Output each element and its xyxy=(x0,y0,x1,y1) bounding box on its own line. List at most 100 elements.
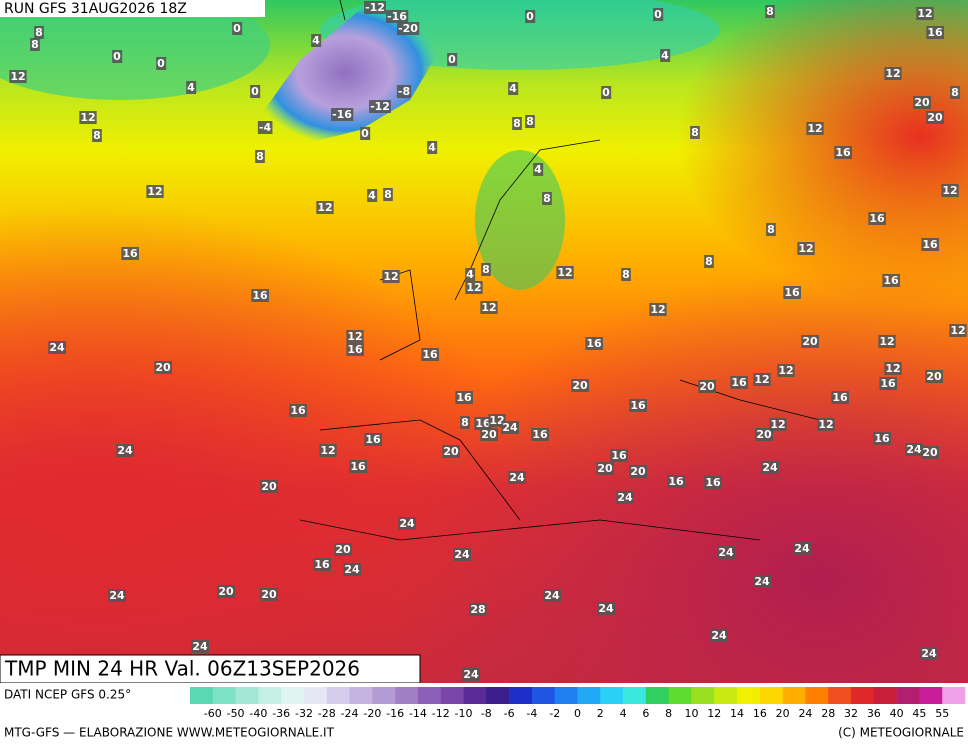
temp-label: 16 xyxy=(926,26,944,39)
temp-label: 16 xyxy=(879,377,897,390)
temp-label: 16 xyxy=(364,433,382,446)
temp-label-text: 20 xyxy=(926,370,942,383)
temp-label-box xyxy=(601,86,612,99)
temp-label-text: 12 xyxy=(754,373,769,386)
temp-label: 12 xyxy=(797,242,815,255)
temp-label-box xyxy=(455,391,473,404)
temp-label-box xyxy=(112,50,123,63)
temp-label-text: 20 xyxy=(572,379,588,392)
temp-label-text: 24 xyxy=(49,341,65,354)
temp-label-text: 16 xyxy=(456,391,472,404)
temp-label-box xyxy=(926,111,944,124)
map-shade xyxy=(0,0,968,683)
temp-label-text: 24 xyxy=(463,668,479,681)
temp-label: 4 xyxy=(367,189,378,202)
temp-label-text: 0 xyxy=(602,86,610,99)
temp-label-box xyxy=(921,446,939,459)
temp-label-box xyxy=(92,129,102,142)
temp-label-box xyxy=(525,10,536,23)
temp-label-text: 16 xyxy=(122,247,138,260)
map xyxy=(0,0,968,683)
temp-label: 12 xyxy=(319,444,337,457)
temp-label: 12 xyxy=(949,324,967,337)
temp-label-box xyxy=(255,150,265,163)
temp-label-text: 16 xyxy=(347,343,363,356)
temp-label-box xyxy=(156,57,167,70)
temp-label: 12 xyxy=(878,335,896,348)
scale-label: -12 xyxy=(432,707,450,720)
source: DATI NCEP GFS 0.25° xyxy=(4,688,131,702)
scale-label: -8 xyxy=(481,707,492,720)
temp-label-text: 16 xyxy=(611,449,627,462)
temp-label: 20 xyxy=(698,380,716,393)
temp-label: 12 xyxy=(9,70,27,83)
greenland xyxy=(250,0,440,145)
temp-label-box xyxy=(331,108,354,121)
scale-label: -2 xyxy=(549,707,560,720)
temp-label-text: 12 xyxy=(650,303,665,316)
temp-label: -16 xyxy=(331,108,354,121)
scale-label: -6 xyxy=(504,707,515,720)
temp-label: 12 xyxy=(146,185,164,198)
temp-label-box xyxy=(543,589,561,602)
temp-label-text: 4 xyxy=(466,268,474,281)
temp-label-box xyxy=(769,418,787,431)
temp-label-box xyxy=(386,10,409,23)
temp-label-box xyxy=(349,460,367,473)
temp-label-text: 8 xyxy=(35,26,43,39)
temp-label-text: 4 xyxy=(368,189,376,202)
header-title: RUN GFS 31AUG2026 18Z xyxy=(4,1,187,17)
temp-label-text: 8 xyxy=(384,188,392,201)
temp-label-text: 12 xyxy=(950,324,965,337)
color-swatch xyxy=(737,687,761,704)
temp-label-box xyxy=(868,212,886,225)
copyright: (C) METEOGIORNALE xyxy=(838,726,964,740)
temp-label-text: 20 xyxy=(597,462,613,475)
temp-label: 12 xyxy=(79,111,97,124)
temp-label-text: 16 xyxy=(835,146,851,159)
temp-label-box xyxy=(585,337,603,350)
color-swatch xyxy=(509,687,533,704)
temp-label-text: 12 xyxy=(557,266,572,279)
temp-label: 8 xyxy=(30,38,40,51)
temp-label-box xyxy=(289,404,307,417)
temp-label: 24 xyxy=(508,471,526,484)
temp-label-text: 4 xyxy=(428,141,436,154)
temp-label-text: 16 xyxy=(922,238,938,251)
temp-label: 12 xyxy=(346,330,364,343)
temp-label: 16 xyxy=(667,475,685,488)
temp-label: 24 xyxy=(793,542,811,555)
temp-label: 8 xyxy=(766,223,776,236)
temp-label: -4 xyxy=(257,121,273,134)
color-swatch xyxy=(463,687,487,704)
color-swatch xyxy=(623,687,647,704)
temp-label: 20 xyxy=(926,111,944,124)
temp-label-text: 20 xyxy=(922,446,938,459)
temp-label: -12 xyxy=(364,1,386,14)
temp-label-box xyxy=(533,163,544,176)
temp-label-box xyxy=(916,7,934,20)
temp-label-text: 12 xyxy=(807,122,822,135)
temp-label-text: 0 xyxy=(361,127,369,140)
temp-label-box xyxy=(925,370,943,383)
color-scale: -60 -50 -40 -36 -32 -28 -24 -20 -16 -14 -12 -10 -8 -6… xyxy=(190,687,966,720)
temp-label-box xyxy=(531,428,549,441)
temp-label: 20 xyxy=(260,480,278,493)
temp-label-text: 24 xyxy=(711,629,727,642)
temp-label: 16 xyxy=(873,432,891,445)
temp-label-box xyxy=(806,122,824,135)
temp-label-text: 16 xyxy=(927,26,943,39)
temp-label: 28 xyxy=(469,603,487,616)
temp-label-text: 12 xyxy=(466,281,481,294)
temp-label-box xyxy=(765,5,775,18)
temp-label-text: 8 xyxy=(93,129,101,142)
temp-label-box xyxy=(108,589,126,602)
temp-label-text: 16 xyxy=(422,348,438,361)
temp-label: 24 xyxy=(501,421,519,434)
temp-label-box xyxy=(571,379,589,392)
temp-label: 12 xyxy=(488,414,506,427)
temp-label: 4 xyxy=(427,141,438,154)
temp-label-text: 20 xyxy=(155,361,171,374)
temp-label-text: 24 xyxy=(117,444,133,457)
